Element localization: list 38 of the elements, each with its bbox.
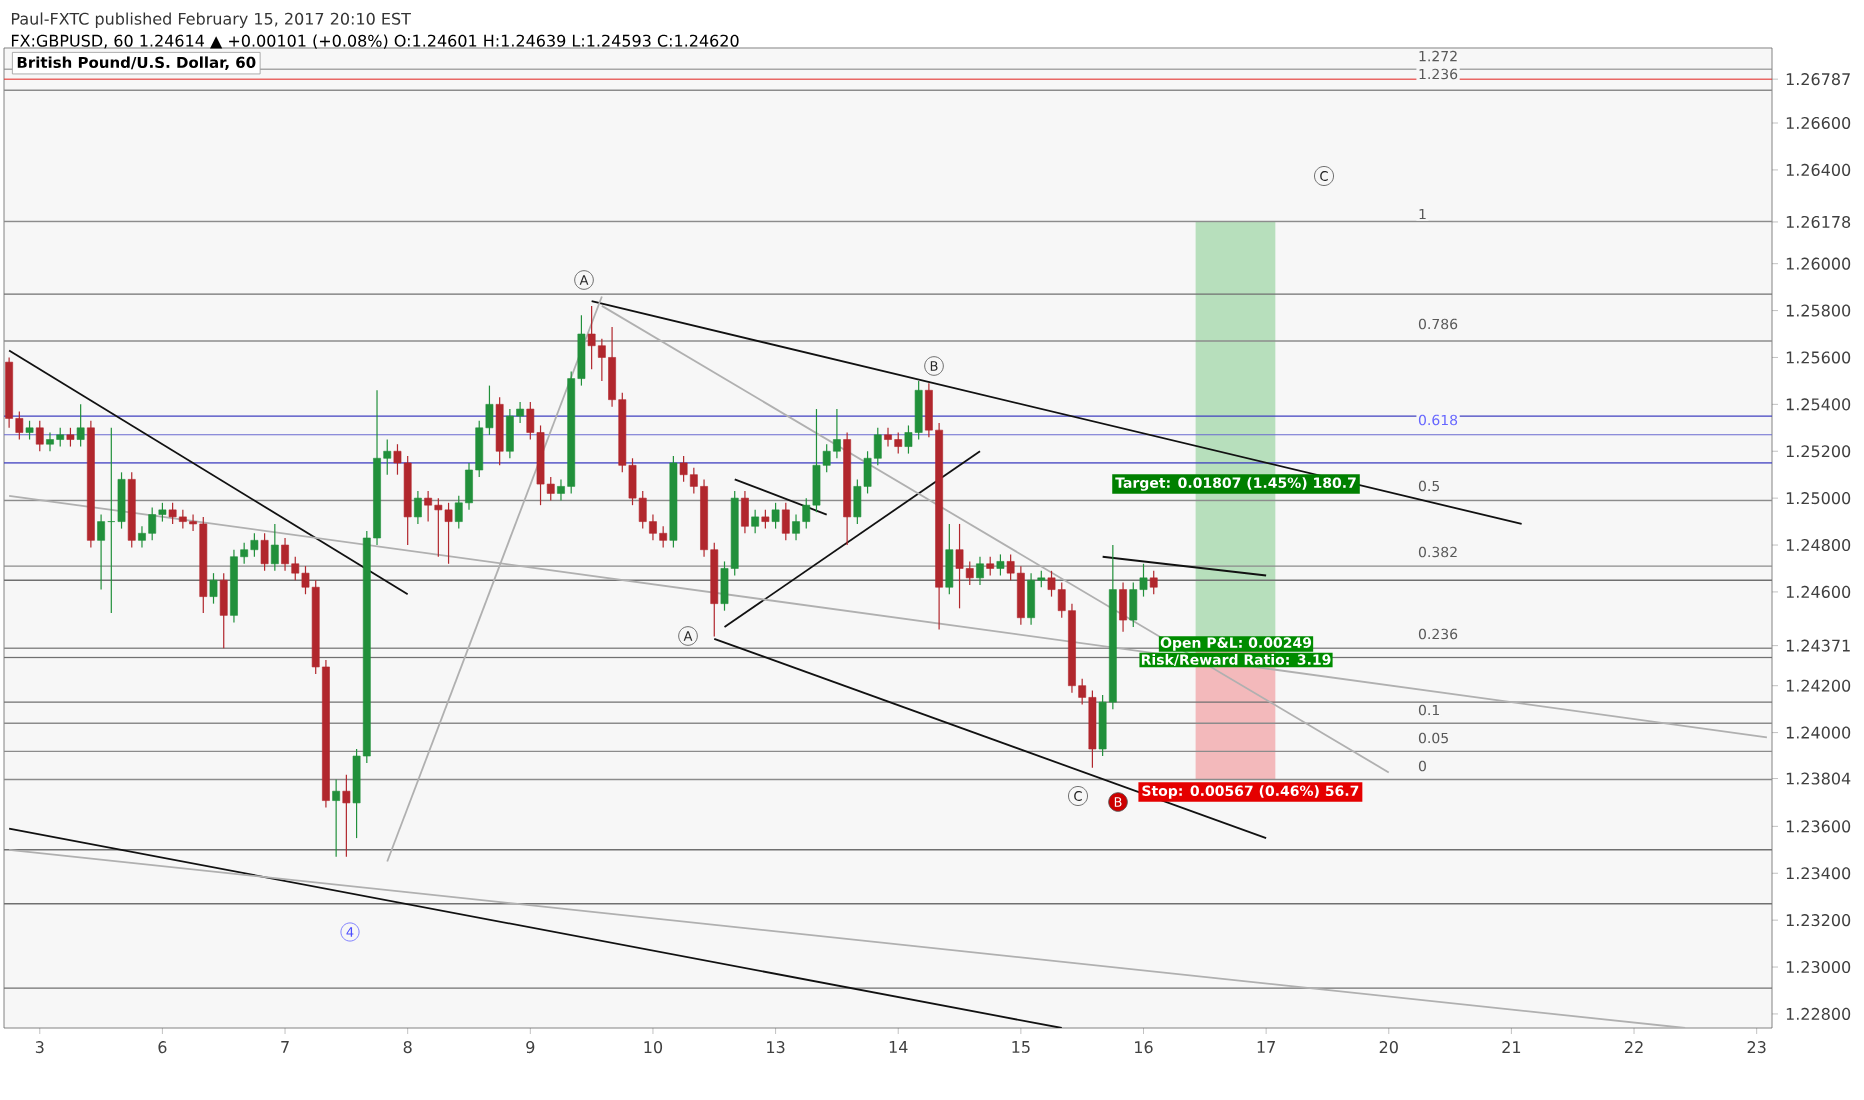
y-tick-label: 1.26600 [1786, 116, 1851, 130]
y-tick-label: 1.23400 [1786, 867, 1851, 880]
x-tick-label: 17 [1257, 1041, 1275, 1053]
y-tick-label: 1.24800 [1786, 538, 1851, 552]
y-tick-label: 1.24371 [1786, 639, 1850, 652]
chart-subtitle: FX:GBPUSD, 60 1.24614 ▲ +0.00101 (+0.08%) O:1.24601 H:1.24639 L:1.24593 C:1.24620 [11, 34, 739, 49]
x-tick-label: 10 [644, 1041, 663, 1054]
y-tick-label: 1.22800 [1786, 1007, 1851, 1020]
x-tick-label: 13 [767, 1041, 785, 1054]
y-tick-label: 1.25200 [1786, 445, 1851, 458]
y-tick-label: 1.23000 [1786, 960, 1851, 974]
x-tick-label: 22 [1625, 1041, 1643, 1053]
y-tick-label: 1.23804 [1786, 772, 1851, 785]
x-tick-label: 21 [1502, 1041, 1521, 1053]
x-tick-label: 23 [1747, 1041, 1766, 1054]
x-tick-label: 9 [526, 1041, 535, 1054]
y-tick-label: 1.24000 [1786, 726, 1851, 739]
y-tick-label: 1.23600 [1786, 820, 1851, 833]
x-tick-label: 8 [403, 1041, 412, 1054]
y-tick-label: 1.24200 [1786, 679, 1851, 692]
x-tick-label: 14 [889, 1041, 908, 1053]
x-tick-label: 7 [281, 1041, 289, 1053]
y-tick-label: 1.26000 [1786, 257, 1851, 270]
y-tick-label: 1.24600 [1786, 585, 1851, 598]
x-tick-label: 15 [1012, 1041, 1030, 1053]
y-tick-label: 1.26787 [1786, 73, 1850, 86]
y-tick-label: 1.25000 [1786, 492, 1851, 505]
y-tick-label: 1.26400 [1786, 163, 1851, 176]
y-tick-label: 1.26178 [1786, 215, 1851, 228]
text: Paul-FXTC published February 15, 2017 20:10 EST [11, 12, 411, 28]
x-tick-label: 20 [1379, 1041, 1398, 1054]
y-tick-label: 1.25600 [1786, 351, 1851, 364]
x-tick-label: 6 [158, 1041, 167, 1054]
y-tick-label: 1.23200 [1786, 914, 1851, 927]
x-tick-label: 3 [35, 1041, 44, 1054]
y-tick-label: 1.25400 [1786, 398, 1851, 411]
y-tick-label: 1.25800 [1786, 304, 1851, 317]
x-tick-label: 16 [1135, 1041, 1153, 1054]
